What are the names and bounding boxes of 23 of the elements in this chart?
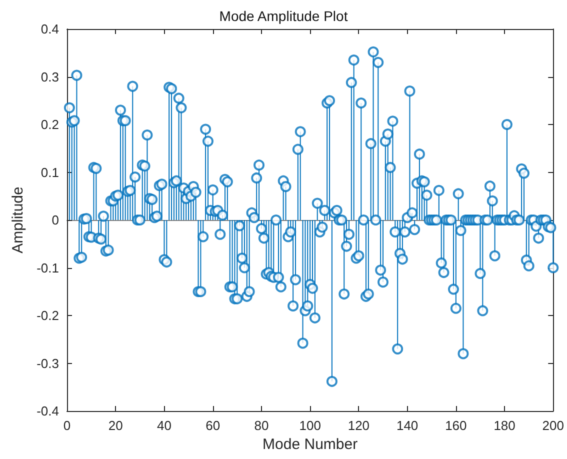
x-tick-label: 100 [299, 418, 321, 433]
x-tick-label: 200 [542, 418, 564, 433]
chart-title: Mode Amplitude Plot [219, 8, 348, 24]
x-tick-label: 120 [348, 418, 370, 433]
x-tick-label: 80 [254, 418, 269, 433]
x-tick-label: 20 [108, 418, 123, 433]
x-tick-label: 0 [63, 418, 71, 433]
x-axis-title: Mode Number [262, 436, 358, 453]
y-tick-label: -0.4 [36, 404, 59, 418]
x-tick-label: 140 [396, 418, 418, 433]
y-tick-label: -0.3 [36, 356, 59, 371]
y-tick-label: 0 [52, 212, 59, 228]
x-tick-label: 60 [206, 418, 220, 433]
x-tick-label: 180 [494, 418, 516, 433]
y-tick-label: 0.2 [40, 117, 59, 132]
y-tick-label: -0.1 [36, 260, 59, 276]
y-axis-title: Amplitude [10, 186, 27, 254]
y-tick-label: 0.4 [40, 22, 59, 36]
y-tick-label: 0.3 [40, 69, 59, 84]
y-tick-label: -0.2 [36, 308, 59, 323]
x-tick-label: 160 [445, 418, 467, 433]
y-tick-label: 0.1 [40, 164, 59, 180]
x-tick-label: 40 [156, 418, 172, 433]
